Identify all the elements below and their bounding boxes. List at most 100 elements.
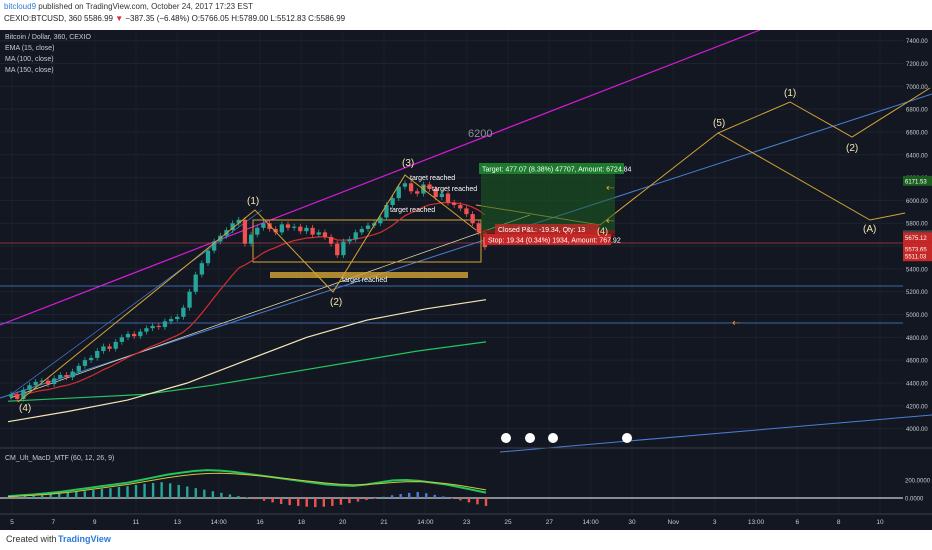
macd-bar <box>271 498 274 503</box>
candle <box>347 239 352 242</box>
footer: Created with TradingView <box>0 530 932 550</box>
event-icon-1[interactable] <box>501 433 511 443</box>
candle <box>107 346 112 349</box>
candle <box>285 224 291 228</box>
event-icon-3[interactable] <box>548 433 558 443</box>
time-tick-label: 16 <box>256 519 264 526</box>
macd-bar <box>425 493 428 498</box>
candle <box>415 191 420 194</box>
time-tick-label: 14:00 <box>417 519 434 526</box>
target-reached-4: target reached <box>342 277 387 284</box>
macd-bar <box>484 498 488 506</box>
fan-line-2 <box>9 214 531 399</box>
trend-line-upper <box>0 93 932 399</box>
candle <box>439 193 444 197</box>
candle <box>21 389 26 399</box>
candle <box>433 189 438 197</box>
candle <box>162 321 168 328</box>
price-tick-label: 7200.00 <box>906 62 928 68</box>
candle <box>341 241 346 256</box>
time-tick-label: 25 <box>504 519 512 526</box>
publish-text: published on TradingView.com, October 24… <box>36 2 253 11</box>
price-chart[interactable]: 4000.00 4200.00 4400.00 4600.00 4800.00 5000.… <box>0 30 932 530</box>
macd-bar <box>134 484 138 498</box>
macd-bar <box>314 498 317 508</box>
candle <box>82 360 88 366</box>
candle <box>113 341 118 349</box>
candle <box>125 333 131 338</box>
support-zone <box>270 272 468 278</box>
candle <box>470 214 475 224</box>
arrow-marker-3: ⇠ <box>732 318 740 329</box>
price-tag <box>903 251 932 262</box>
candle <box>378 217 383 224</box>
macd-line <box>7 469 487 498</box>
price-tags: 6171.535694.485675.125586.995573.655511.… <box>903 175 932 262</box>
time-tick-label: 20 <box>339 519 347 526</box>
created-with-text: Created with <box>6 534 57 544</box>
macd-bar <box>75 492 78 498</box>
grid <box>0 30 903 514</box>
candle <box>427 184 432 190</box>
candle <box>402 183 408 187</box>
price-tick-label: 5000.00 <box>906 313 928 319</box>
macd-bar <box>237 496 240 498</box>
macd-bar <box>297 498 300 506</box>
price-tag <box>903 232 932 243</box>
event-icon-4[interactable] <box>622 433 632 443</box>
elliott-wave-past <box>17 174 477 403</box>
macd-bar <box>186 486 189 498</box>
abc-projection <box>717 132 906 221</box>
tradingview-logo[interactable]: TradingView <box>58 534 111 544</box>
candle <box>328 236 334 244</box>
candle <box>236 219 241 224</box>
price-tick-label: 7400.00 <box>906 39 928 45</box>
time-tick-label: 30 <box>628 519 636 526</box>
candle <box>298 226 303 232</box>
event-icon-2[interactable] <box>525 433 535 443</box>
elliott-wave-projection <box>599 87 931 226</box>
macd-bar <box>331 498 334 506</box>
time-tick-label: 14:00 <box>583 519 600 526</box>
candle <box>408 183 414 192</box>
candle <box>335 243 340 256</box>
channel-line <box>0 30 761 326</box>
level-6200-label: 6200 <box>468 128 492 140</box>
macd-bar <box>143 483 146 498</box>
time-tick-label: 14:00 <box>211 519 228 526</box>
wave-label-3: (3) <box>402 158 414 169</box>
legend-ema: EMA (15, close) <box>5 45 54 52</box>
wave-label-4: (4) <box>19 403 31 414</box>
candle <box>248 234 254 244</box>
candle <box>64 374 69 378</box>
macd-bar <box>416 492 419 498</box>
price-tick-label: 4400.00 <box>906 381 928 387</box>
macd-tick-label: 200.0000 <box>905 479 931 485</box>
closed-pnl-box <box>495 224 599 234</box>
candle <box>187 291 192 308</box>
macd-tick-label: 0.0000 <box>905 497 924 503</box>
candle <box>205 250 211 264</box>
candle <box>8 394 14 397</box>
candle <box>384 204 389 218</box>
macd-bar <box>459 498 462 501</box>
macd-bar <box>433 494 436 498</box>
macd-bar <box>254 498 257 500</box>
wave-label-1: (1) <box>247 196 259 207</box>
candle <box>476 223 481 233</box>
candle <box>70 371 75 378</box>
candle <box>27 385 32 390</box>
price-tick-label: 5200.00 <box>906 290 928 296</box>
author-link[interactable]: bitcloud9 <box>4 2 37 11</box>
event-icons <box>501 433 632 443</box>
candle <box>88 357 94 361</box>
macd-bar <box>211 491 215 498</box>
candle <box>464 208 469 215</box>
time-tick-label: 5 <box>10 519 14 526</box>
price-tick-label: 6400.00 <box>906 153 928 159</box>
macd-bar <box>476 498 479 505</box>
candle <box>396 186 401 199</box>
price-tick-label: 5400.00 <box>906 267 928 273</box>
macd-bar <box>49 494 52 498</box>
price-tag-label: 5573.65 <box>905 248 927 254</box>
